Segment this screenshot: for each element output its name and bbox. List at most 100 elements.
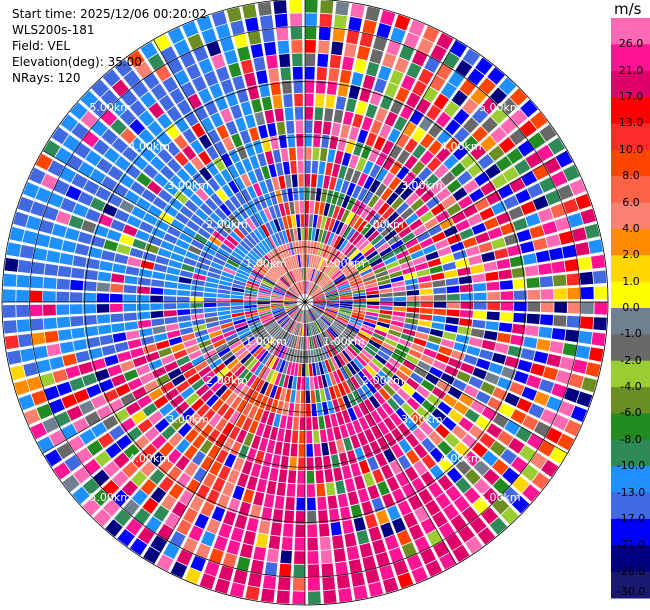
velocity-gate [285, 388, 292, 402]
velocity-gate [239, 129, 252, 145]
velocity-gate [418, 320, 432, 328]
velocity-gate [434, 164, 449, 179]
velocity-gate [189, 495, 204, 512]
velocity-gate [313, 302, 326, 304]
velocity-gate [141, 189, 157, 203]
velocity-gate [315, 320, 323, 333]
velocity-gate [221, 271, 235, 279]
velocity-gate [220, 243, 233, 254]
velocity-gate [321, 374, 328, 388]
velocity-gate [357, 370, 369, 384]
velocity-gate [386, 211, 400, 224]
range-ring-label: 3.00km [167, 179, 209, 192]
velocity-gate [365, 286, 379, 292]
velocity-gate [231, 312, 245, 318]
velocity-gate [406, 554, 423, 571]
velocity-gate [464, 487, 481, 504]
velocity-gate [41, 173, 58, 190]
velocity-gate [211, 53, 226, 70]
velocity-gate [123, 312, 137, 321]
velocity-gate [536, 144, 554, 162]
velocity-gate [334, 178, 344, 192]
velocity-gate [229, 378, 241, 392]
velocity-gate [192, 76, 207, 92]
velocity-gate [308, 323, 313, 336]
velocity-gate [190, 555, 206, 572]
velocity-gate [48, 236, 64, 251]
velocity-gate [487, 67, 505, 85]
velocity-gate [338, 165, 348, 180]
velocity-gate [150, 295, 163, 302]
velocity-gate [154, 418, 170, 433]
velocity-gate [474, 171, 490, 187]
velocity-gate [458, 275, 473, 285]
velocity-gate [53, 179, 70, 196]
velocity-gate [237, 224, 249, 237]
velocity-gate [318, 40, 330, 54]
velocity-gate [357, 431, 368, 446]
velocity-gate [413, 337, 427, 347]
velocity-gate [364, 318, 377, 325]
velocity-gate [364, 428, 376, 443]
velocity-gate [532, 195, 549, 211]
velocity-gate [289, 456, 297, 470]
velocity-gate [430, 203, 446, 216]
velocity-gate [91, 79, 109, 98]
velocity-gate [314, 456, 323, 470]
velocity-gate [318, 318, 328, 329]
velocity-gate [433, 287, 447, 294]
velocity-gate [460, 302, 474, 309]
velocity-gate [379, 123, 392, 139]
velocity-gate [594, 286, 608, 299]
velocity-gate [269, 191, 278, 205]
velocity-gate [541, 459, 559, 478]
velocity-gate [413, 225, 427, 237]
velocity-gate [158, 476, 175, 493]
velocity-gate [447, 357, 463, 369]
velocity-gate [245, 312, 259, 318]
velocity-gate [558, 401, 575, 417]
velocity-gate [284, 299, 297, 302]
velocity-gate [193, 324, 207, 332]
velocity-gate [502, 467, 519, 485]
colorbar-tick-label: 8.0 [622, 169, 640, 183]
velocity-gate [138, 128, 155, 145]
velocity-gate [290, 362, 296, 376]
velocity-gate [83, 281, 97, 292]
velocity-gate [424, 217, 439, 230]
velocity-gate [533, 391, 550, 407]
velocity-gate [385, 362, 398, 374]
velocity-gate [207, 444, 221, 460]
velocity-gate [190, 291, 204, 297]
velocity-gate [308, 591, 321, 605]
velocity-gate [377, 317, 391, 324]
velocity-gate [228, 180, 240, 194]
velocity-gate [223, 267, 236, 275]
velocity-gate [123, 303, 137, 312]
velocity-gate [367, 456, 379, 471]
velocity-gate [277, 40, 290, 54]
range-ring-label: 4.00km [440, 452, 482, 465]
velocity-gate [415, 183, 429, 197]
velocity-gate [157, 148, 173, 164]
velocity-gate [353, 298, 366, 302]
velocity-gate [249, 322, 262, 330]
velocity-gate [516, 398, 533, 413]
velocity-gate [198, 58, 214, 75]
velocity-gate [207, 325, 221, 334]
velocity-gate [245, 338, 257, 349]
velocity-gate [389, 412, 403, 427]
velocity-gate [348, 249, 360, 261]
velocity-gate [191, 285, 205, 292]
velocity-gate [308, 363, 313, 377]
velocity-gate [310, 286, 320, 297]
velocity-gate [96, 304, 110, 313]
velocity-gate [265, 222, 274, 235]
velocity-gate [417, 360, 431, 372]
velocity-gate [2, 289, 16, 302]
velocity-gate [246, 283, 259, 290]
velocity-gate [322, 455, 332, 470]
azimuth-spoke [153, 301, 306, 565]
velocity-gate [362, 160, 374, 175]
velocity-gate [230, 104, 243, 120]
